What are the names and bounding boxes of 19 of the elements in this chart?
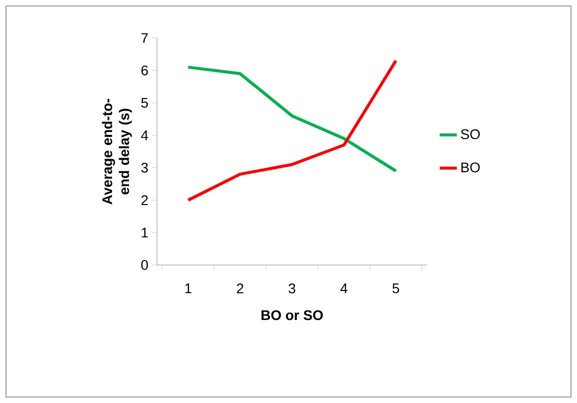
- y-tick-label: 6: [141, 65, 148, 76]
- y-tick-label: 1: [142, 228, 148, 238]
- legend-label: SO: [460, 129, 480, 140]
- y-tick-label: 4: [141, 130, 148, 140]
- y-axis-title: Average end-to-end delay (s): [102, 98, 132, 204]
- line-series: [186, 66, 398, 172]
- x-axis-title: BO or SO: [262, 310, 323, 320]
- x-tick-label: 1: [185, 284, 192, 294]
- x-tick-label: 3: [288, 284, 296, 294]
- y-tick-label: 3: [141, 162, 148, 173]
- y-tick-label: 7: [141, 33, 148, 43]
- x-tick-label: 5: [392, 284, 400, 294]
- y-tick-label: 5: [141, 98, 148, 108]
- y-tick-label: 2: [141, 195, 148, 206]
- line-series: [186, 59, 398, 202]
- legend-label: BO: [461, 162, 480, 172]
- x-tick-label: 2: [236, 284, 244, 294]
- y-tick-label: 0: [141, 260, 148, 270]
- x-tick-label: 4: [340, 284, 348, 294]
